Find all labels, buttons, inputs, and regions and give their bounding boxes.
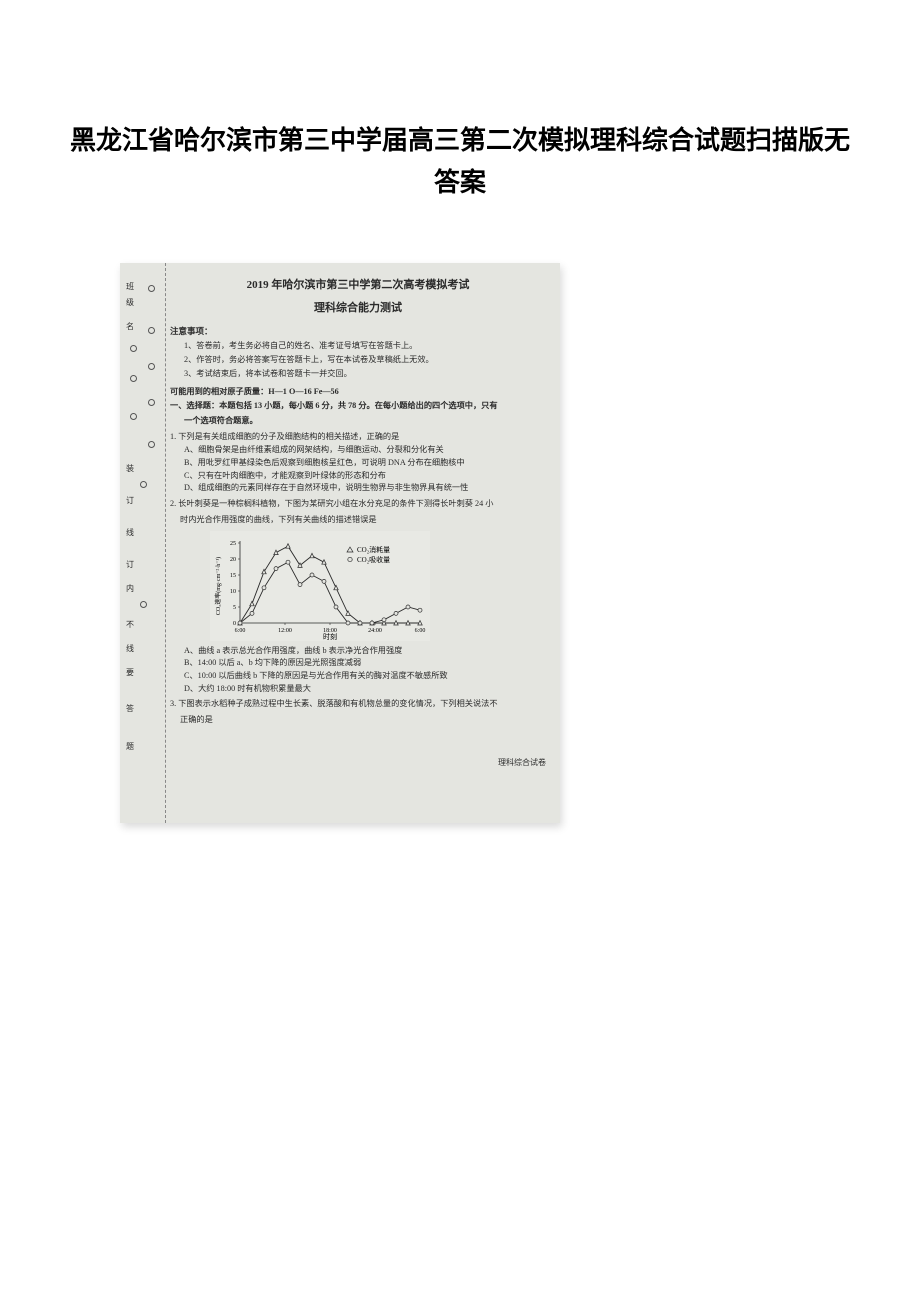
svg-text:10: 10 [230,589,236,595]
binding-hole [140,481,147,488]
notice-item: 1、答卷前，考生务必将自己的姓名、准考证号填写在答题卡上。 [184,340,546,353]
page-footer: 理科综合试卷 [170,757,546,769]
page-title: 黑龙江省哈尔滨市第三中学届高三第二次模拟理科综合试题扫描版无答案 [0,0,920,223]
legend-a: CO₂消耗量 [357,545,390,554]
svg-text:20: 20 [230,557,236,563]
legend-b: CO₂吸收量 [357,555,390,564]
svg-text:12:00: 12:00 [278,628,292,634]
option: D、组成细胞的元素同样存在于自然环境中，说明生物界与非生物界具有统一性 [184,482,546,495]
margin-char: 级 [124,297,136,309]
scanned-exam-page: 班 级 名 装 订 线 订 内 不 线 要 答 题 2019 年哈尔滨市第三中学… [120,263,560,823]
option: A、曲线 a 表示总光合作用强度，曲线 b 表示净光合作用强度 [184,645,546,658]
svg-text:6:00: 6:00 [235,628,246,634]
notice-heading: 注意事项： [170,325,546,338]
notice-item: 2、作答时，务必将答案写在答题卡上，写在本试卷及草稿纸上无效。 [184,354,546,367]
svg-text:6:00: 6:00 [415,628,426,634]
section-heading-cont: 一个选项符合题意。 [184,415,546,428]
question-2: 2. 长叶刺葵是一种棕榈科植物，下图为某研究小组在水分充足的条件下测得长叶刺葵 … [170,498,546,511]
option: D、大约 18:00 时有机物积累量最大 [184,683,546,696]
margin-char: 要 [124,667,136,679]
section-heading: 一、选择题：本题包括 13 小题，每小题 6 分，共 78 分。在每小题给出的四… [170,400,546,413]
margin-char: 内 [124,583,136,595]
binding-hole [148,441,155,448]
margin-char: 订 [124,559,136,571]
margin-char: 班 [124,281,136,293]
margin-char: 答 [124,703,136,715]
exam-subtitle: 理科综合能力测试 [170,300,546,317]
y-axis-label: CO₂速率(mg·cm⁻²·h⁻¹) [214,556,222,614]
atomic-mass-line: 可能用到的相对原子质量：H—1 O—16 Fe—56 [170,386,546,399]
option: A、细胞骨架是由纤维素组成的网架结构，与细胞运动、分裂和分化有关 [184,444,546,457]
binding-hole [148,327,155,334]
binding-hole [130,375,137,382]
binding-hole [148,363,155,370]
x-axis-label: 时刻 [323,632,337,641]
binding-hole [130,345,137,352]
margin-char: 线 [124,527,136,539]
binding-margin: 班 级 名 装 订 线 订 内 不 线 要 答 题 [120,263,166,823]
svg-text:24:00: 24:00 [368,628,382,634]
svg-text:0: 0 [233,621,236,627]
margin-char: 装 [124,463,136,475]
svg-text:5: 5 [233,605,236,611]
question-2-cont: 时内光合作用强度的曲线，下列有关曲线的描述错误是 [180,514,546,527]
binding-hole [140,601,147,608]
exam-title: 2019 年哈尔滨市第三中学第二次高考模拟考试 [170,277,546,294]
question-3: 3. 下图表示水稻种子成熟过程中生长素、脱落酸和有机物总量的变化情况，下列相关说… [170,698,546,711]
margin-char: 不 [124,619,136,631]
margin-char: 名 [124,321,136,333]
svg-text:15: 15 [230,573,236,579]
option: B、用吡罗红甲基绿染色后观察到细胞核呈红色，可说明 DNA 分布在细胞核中 [184,457,546,470]
question-3-cont: 正确的是 [180,714,546,727]
option: C、只有在叶肉细胞中，才能观察到叶绿体的形态和分布 [184,470,546,483]
binding-hole [130,413,137,420]
svg-text:25: 25 [230,541,236,547]
option: B、14:00 以后 a、b 均下降的原因是光照强度减弱 [184,657,546,670]
binding-hole [148,399,155,406]
chart-svg: 2520151050 6:0012:0018:0024:006:00 CO₂消耗… [210,531,430,641]
margin-char: 题 [124,741,136,753]
margin-char: 订 [124,495,136,507]
notice-item: 3、考试结束后，将本试卷和答题卡一并交回。 [184,368,546,381]
margin-char: 线 [124,643,136,655]
exam-paper: 班 级 名 装 订 线 订 内 不 线 要 答 题 2019 年哈尔滨市第三中学… [120,263,560,823]
co2-chart: 2520151050 6:0012:0018:0024:006:00 CO₂消耗… [210,531,430,641]
binding-hole [148,285,155,292]
question-1: 1. 下列是有关组成细胞的分子及细胞结构的相关描述，正确的是 [170,431,546,444]
option: C、10:00 以后曲线 b 下降的原因是与光合作用有关的酶对温度不敏感所致 [184,670,546,683]
